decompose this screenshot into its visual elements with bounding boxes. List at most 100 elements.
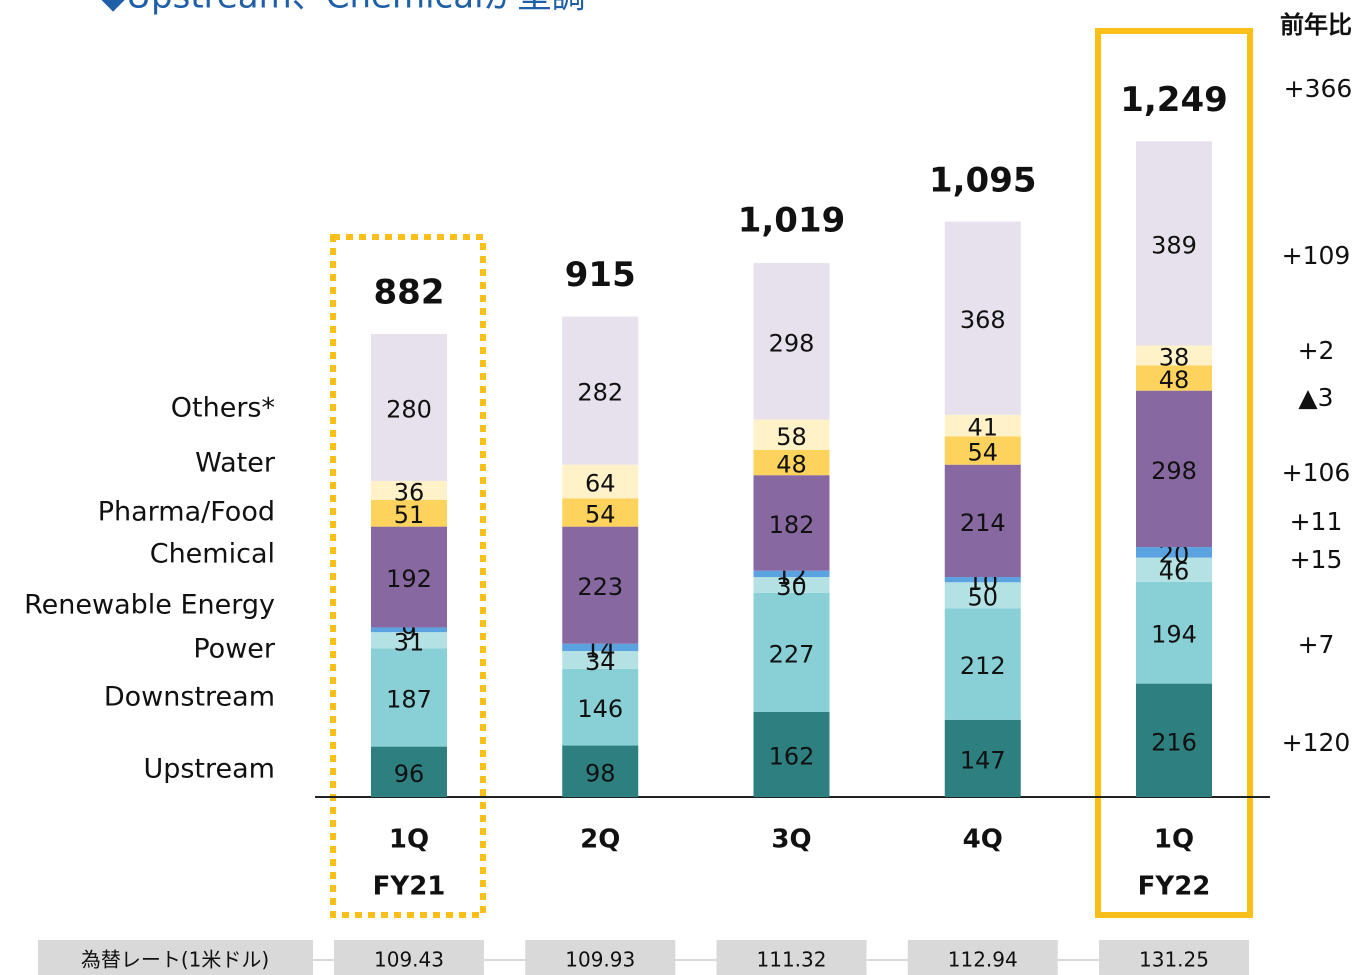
- chart-title: ◆Upstream、Chemicalが堅調: [100, 0, 586, 17]
- bar-segment: [562, 498, 639, 527]
- bar-segment: [371, 648, 447, 747]
- fx-box: [716, 940, 867, 975]
- bar-segment: [562, 526, 639, 644]
- segment-label: 50: [967, 583, 998, 611]
- segment-label: 223: [577, 573, 623, 601]
- segment-label: 187: [386, 686, 432, 714]
- bar-segment: [944, 608, 1021, 720]
- fiscal-year-label: FY22: [1138, 872, 1211, 902]
- legend-label: Downstream: [104, 682, 275, 713]
- fx-box: [907, 940, 1058, 975]
- bar-segment: [371, 627, 447, 633]
- bar-segment: [1136, 141, 1212, 346]
- segment-label: 214: [960, 509, 1006, 537]
- legend-label: Chemical: [150, 539, 275, 570]
- bar-segment: [1136, 557, 1212, 582]
- bar-segment: [944, 464, 1021, 578]
- segment-label: 98: [585, 759, 616, 787]
- segment-label: 212: [960, 652, 1006, 680]
- segment-label: 298: [769, 329, 815, 357]
- segment-label: 64: [585, 469, 616, 497]
- fx-value: 111.32: [757, 948, 827, 972]
- yoy-total-label: +366: [1284, 74, 1353, 103]
- segment-label: 54: [585, 500, 616, 528]
- legend-label: Pharma/Food: [98, 497, 275, 528]
- total-label: 1,249: [1120, 80, 1228, 120]
- segment-label: 368: [960, 306, 1006, 334]
- bar-segment: [753, 419, 830, 450]
- bar-segment: [371, 526, 447, 628]
- yoy-label: +11: [1290, 507, 1343, 536]
- segment-label: 30: [776, 573, 807, 601]
- yoy-label: ▲3: [1298, 383, 1333, 412]
- yoy-label: +109: [1282, 241, 1351, 270]
- bar-segment: [1136, 581, 1212, 684]
- segment-label: 227: [769, 640, 815, 668]
- yoy-label: +120: [1282, 728, 1351, 757]
- x-tick-label: 1Q: [1154, 825, 1194, 855]
- bar-segment: [371, 480, 447, 500]
- segment-label: 389: [1151, 231, 1197, 259]
- segment-label: 96: [394, 760, 425, 788]
- yoy-label: +2: [1298, 336, 1335, 365]
- bar-segment: [753, 475, 830, 571]
- segment-label: 216: [1151, 728, 1197, 756]
- bar-segment: [944, 436, 1021, 465]
- fiscal-year-label: FY21: [373, 872, 446, 902]
- segment-label: 38: [1159, 343, 1190, 371]
- segment-label: 58: [776, 423, 807, 451]
- bar-segment: [562, 464, 639, 499]
- bar-segment: [1136, 547, 1212, 558]
- x-tick-label: 4Q: [963, 825, 1003, 855]
- legend-label: Renewable Energy: [24, 590, 275, 621]
- segment-label: 41: [967, 414, 998, 442]
- fx-box: [1099, 940, 1249, 975]
- total-label: 882: [374, 272, 445, 312]
- legend-label: Others*: [171, 393, 275, 424]
- bar-segment: [562, 668, 639, 746]
- bar-segment: [944, 577, 1021, 583]
- bar-segment: [371, 499, 447, 527]
- bar-segment: [1136, 390, 1212, 548]
- segment-label: 282: [577, 379, 623, 407]
- fx-label: 為替レート(1米ドル): [81, 948, 269, 972]
- bar-segment: [944, 221, 1021, 415]
- fx-box: [334, 940, 484, 975]
- bar-segment: [944, 719, 1021, 797]
- fx-value: 109.43: [374, 948, 444, 972]
- bar-segment: [753, 711, 830, 797]
- segment-label: 147: [960, 746, 1006, 774]
- bar-segment: [562, 651, 639, 669]
- total-label: 1,095: [929, 161, 1037, 201]
- legend-label: Upstream: [143, 754, 275, 785]
- total-label: 1,019: [738, 201, 846, 241]
- bar-segment: [753, 263, 830, 420]
- x-tick-label: 3Q: [771, 825, 811, 855]
- segment-label: 298: [1151, 457, 1197, 485]
- fx-value: 109.93: [565, 948, 635, 972]
- segment-label: 34: [585, 648, 616, 676]
- bar-segment: [753, 577, 830, 593]
- bar-segment: [371, 632, 447, 649]
- segment-label: 46: [1159, 558, 1190, 586]
- bar-segment: [562, 316, 639, 465]
- bar-segment: [1136, 345, 1212, 366]
- total-label: 915: [565, 255, 636, 295]
- segment-label: 48: [776, 451, 807, 479]
- fx-label-box: [38, 940, 313, 975]
- fx-value: 131.25: [1139, 948, 1209, 972]
- segment-label: 182: [769, 511, 815, 539]
- bar-segment: [1136, 683, 1212, 797]
- segment-label: 280: [386, 395, 432, 423]
- segment-label: 36: [394, 478, 425, 506]
- yoy-title: 前年比: [1280, 11, 1352, 39]
- bar-segment: [944, 414, 1021, 437]
- highlight-fy21: [330, 234, 486, 918]
- legend-label: Power: [193, 634, 276, 665]
- legend-label: Water: [195, 448, 276, 479]
- bar-segment: [562, 745, 639, 797]
- x-tick-label: 1Q: [389, 825, 429, 855]
- yoy-label: +106: [1282, 458, 1351, 487]
- yoy-label: +15: [1290, 545, 1343, 574]
